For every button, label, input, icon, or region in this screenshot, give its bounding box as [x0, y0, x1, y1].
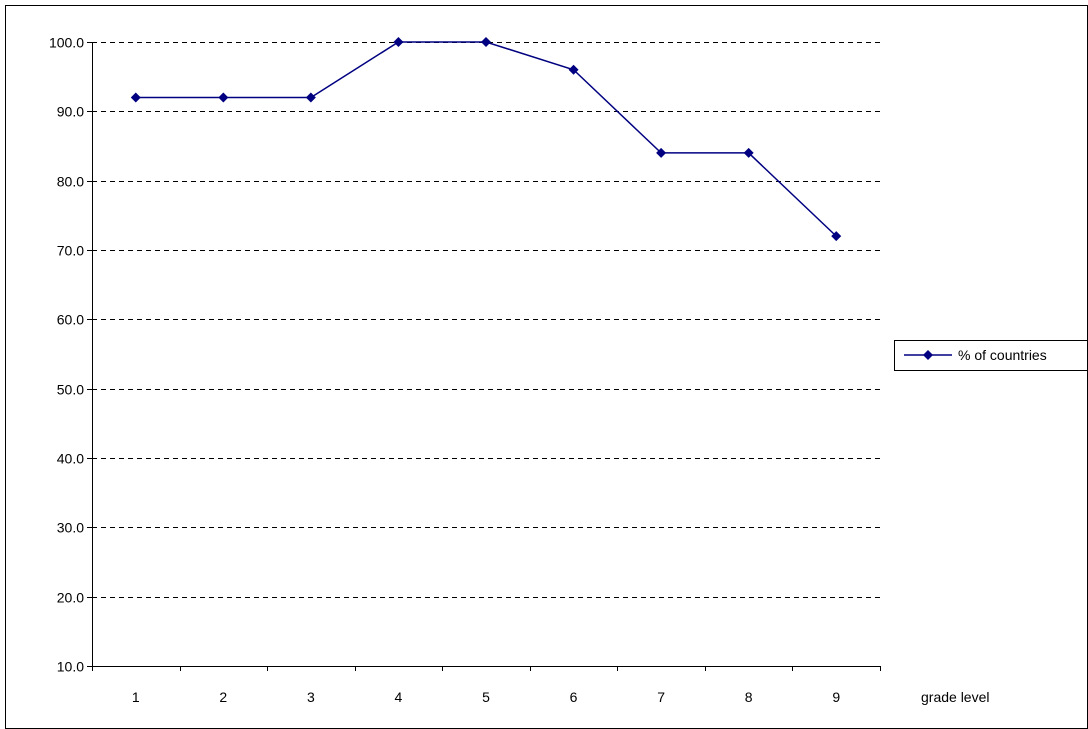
y-tick-label: 100.0	[49, 35, 84, 51]
legend-label: % of countries	[958, 347, 1047, 363]
data-point-marker	[743, 147, 754, 158]
x-tick-label: 1	[132, 689, 140, 705]
data-point-marker	[831, 231, 842, 242]
data-point-marker	[481, 37, 491, 47]
y-tick-label: 70.0	[57, 243, 84, 259]
data-point-marker	[393, 37, 404, 47]
x-axis-title: grade level	[921, 689, 990, 705]
data-point-marker	[656, 147, 667, 158]
data-point-marker	[130, 92, 141, 103]
x-tick-label: 3	[307, 689, 315, 705]
data-point-marker	[305, 92, 316, 103]
y-tick-label: 40.0	[57, 451, 84, 467]
y-tick-label: 80.0	[57, 174, 84, 190]
y-tick-label: 50.0	[57, 382, 84, 398]
x-tick-label: 4	[395, 689, 403, 705]
legend-diamond-marker	[923, 350, 933, 360]
x-tick-label: 8	[745, 689, 753, 705]
legend: % of countries	[894, 340, 1088, 371]
x-tick-label: 5	[482, 689, 490, 705]
x-tick-label: 6	[570, 689, 578, 705]
x-tick-labels: 1 2 3 4 5 6 7 8 9	[92, 666, 881, 705]
y-tick-label: 60.0	[57, 312, 84, 328]
y-tick-label: 20.0	[57, 590, 84, 606]
y-tick-labels: 10.0 20.0 30.0 40.0 50.0 60.0 70.0 80.0 90.0 100.…	[49, 35, 84, 675]
axes	[87, 42, 880, 667]
data-point-marker	[568, 64, 579, 75]
x-tick-label: 2	[219, 689, 227, 705]
y-tick-label: 30.0	[57, 520, 84, 536]
x-tick-label: 7	[657, 689, 665, 705]
y-tick-label: 10.0	[57, 659, 84, 675]
series	[130, 37, 842, 242]
y-tick-label: 90.0	[57, 104, 84, 120]
data-point-marker	[218, 92, 229, 103]
x-tick-label: 9	[832, 689, 840, 705]
